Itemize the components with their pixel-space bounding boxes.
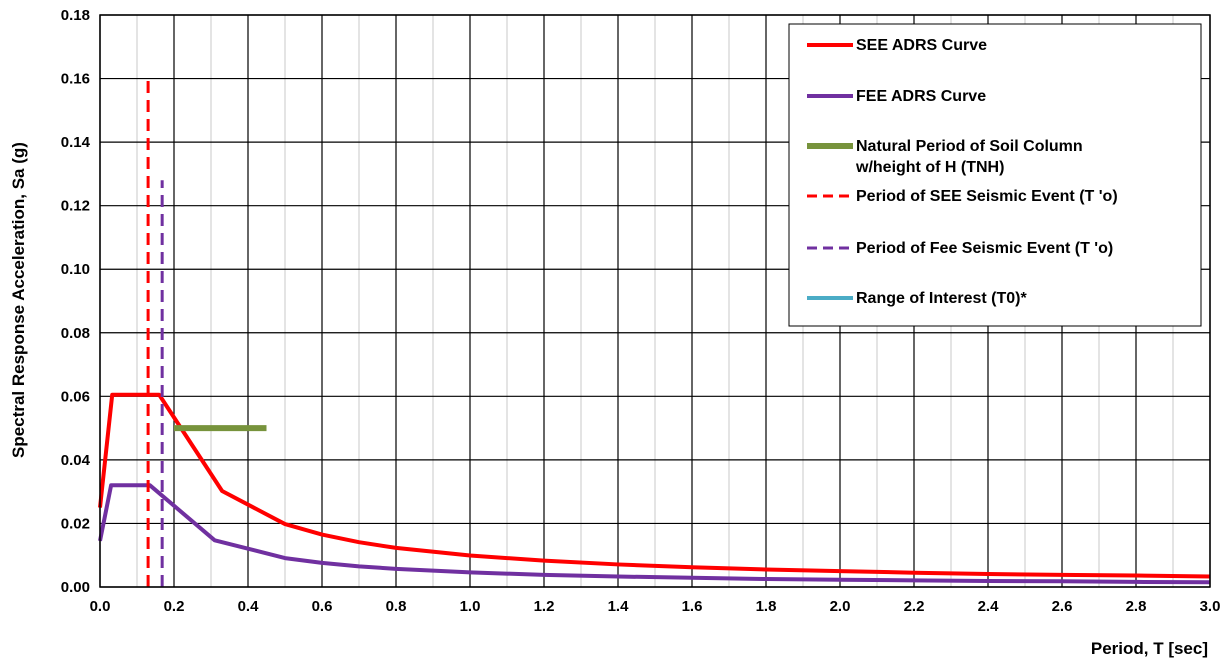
- y-tick-labels: 0.00 0.02 0.04 0.06 0.08 0.10 0.12 0.14 0.16 0.18: [61, 7, 91, 596]
- y-tick-label: 0.06: [61, 388, 90, 405]
- x-tick-label: 2.4: [978, 598, 1000, 615]
- x-axis-title: Period, T [sec]: [1091, 639, 1208, 658]
- x-tick-label: 3.0: [1200, 598, 1221, 615]
- x-tick-label: 0.6: [312, 598, 333, 615]
- x-tick-label: 2.0: [830, 598, 851, 615]
- y-tick-label: 0.08: [61, 325, 90, 342]
- x-tick-label: 1.0: [460, 598, 481, 615]
- x-tick-labels: 0.0 0.2 0.4 0.6 0.8 1.0 1.2 1.4 1.6 1.8 2.0 2.2 2.4 2…: [90, 598, 1221, 615]
- series-line-2: [98, 483, 1211, 585]
- legend-label-2: FEE ADRS Curve: [856, 88, 986, 105]
- legend-label-1: SEE ADRS Curve: [856, 37, 987, 54]
- x-tick-label: 0.4: [238, 598, 260, 615]
- legend: SEE ADRS Curve FEE ADRS Curve Natural Peri…: [788, 23, 1202, 327]
- legend-label-6: Range of Interest (T0)*: [856, 290, 1027, 307]
- series-line-1: [98, 392, 1211, 579]
- legend-label-5: Period of Fee Seismic Event (T 'o): [856, 240, 1113, 257]
- x-tick-label: 0.2: [164, 598, 185, 615]
- x-tick-label: 1.8: [756, 598, 777, 615]
- x-tick-label: 2.2: [904, 598, 925, 615]
- x-tick-label: 2.6: [1052, 598, 1073, 615]
- series-layer: [98, 78, 1211, 587]
- plot-frame: [99, 14, 1211, 588]
- legend-label-3: w/height of H (TNH): [855, 159, 1004, 176]
- y-tick-label: 0.10: [61, 261, 90, 278]
- legend-box: [788, 23, 1202, 327]
- x-tick-label: 1.6: [682, 598, 703, 615]
- y-tick-label: 0.02: [61, 515, 90, 532]
- x-tick-label: 1.4: [608, 598, 630, 615]
- legend-label-4: Period of SEE Seismic Event (T 'o): [856, 188, 1118, 205]
- x-tick-label: 1.2: [534, 598, 555, 615]
- y-axis-title: Spectral Response Acceleration, Sa (g): [9, 142, 28, 458]
- y-tick-label: 0.00: [61, 579, 90, 596]
- y-tick-label: 0.14: [61, 134, 91, 151]
- y-tick-label: 0.04: [61, 452, 91, 469]
- legend-items: SEE ADRS Curve FEE ADRS Curve Natural Peri…: [807, 37, 1118, 307]
- legend-label-3: Natural Period of Soil Column: [856, 138, 1083, 155]
- x-tick-label: 2.8: [1126, 598, 1147, 615]
- y-tick-label: 0.16: [61, 71, 90, 88]
- y-tick-label: 0.18: [61, 7, 90, 24]
- x-tick-label: 0.8: [386, 598, 407, 615]
- x-tick-label: 0.0: [90, 598, 111, 615]
- y-tick-label: 0.12: [61, 198, 90, 215]
